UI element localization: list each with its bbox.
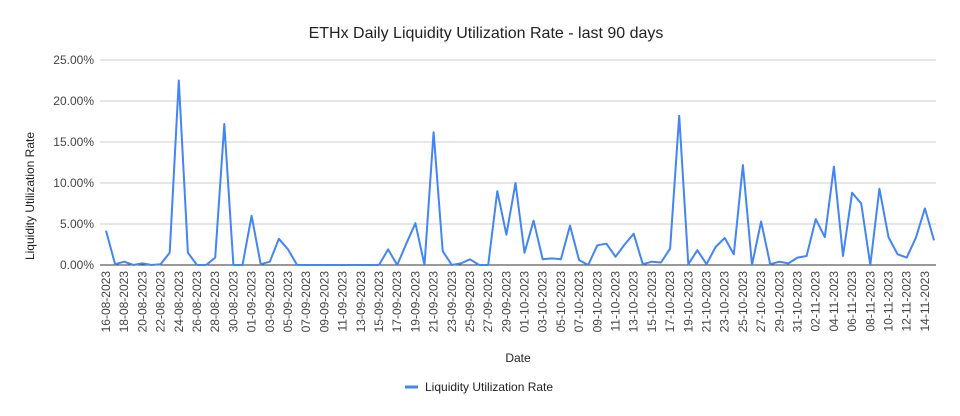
y-tick-label: 10.00% [53, 176, 94, 190]
x-tick-label: 01-09-2023 [245, 271, 259, 333]
x-axis-ticks: 16-08-2023 18-08-2023 20-08-2023 22-08-2023… [99, 271, 932, 333]
x-tick-label: 13-10-2023 [627, 271, 641, 333]
x-tick-label: 28-08-2023 [208, 271, 222, 333]
x-tick-label: 01-10-2023 [518, 271, 532, 333]
y-tick-label: 25.00% [53, 53, 94, 67]
x-tick-label: 17-09-2023 [390, 271, 404, 333]
x-tick-label: 05-10-2023 [554, 271, 568, 333]
x-tick-label: 11-10-2023 [609, 271, 623, 332]
x-tick-label: 10-11-2023 [882, 271, 896, 332]
x-tick-label: 23-10-2023 [718, 271, 732, 333]
x-tick-label: 25-10-2023 [736, 271, 750, 333]
y-tick-label: 0.00% [60, 258, 94, 272]
x-tick-label: 15-09-2023 [372, 271, 386, 333]
x-tick-label: 09-09-2023 [317, 271, 331, 333]
x-tick-label: 04-11-2023 [827, 271, 841, 332]
series-line [105, 79, 935, 266]
x-tick-label: 27-09-2023 [481, 271, 495, 333]
x-tick-label: 05-09-2023 [281, 271, 295, 333]
x-tick-label: 29-10-2023 [772, 271, 786, 333]
x-tick-label: 18-08-2023 [117, 271, 131, 333]
series-group [105, 79, 935, 266]
x-tick-label: 03-09-2023 [263, 271, 277, 333]
x-tick-label: 27-10-2023 [754, 271, 768, 333]
x-tick-label: 20-08-2023 [135, 271, 149, 333]
y-axis-ticks: 0.00% 5.00% 10.00% 15.00% 20.00% 25.00% [53, 53, 94, 272]
legend-label: Liquidity Utilization Rate [425, 380, 553, 394]
x-tick-label: 06-11-2023 [845, 271, 859, 332]
x-tick-label: 13-09-2023 [354, 271, 368, 333]
x-tick-label: 22-08-2023 [154, 271, 168, 333]
x-tick-label: 29-09-2023 [499, 271, 513, 333]
x-tick-label: 14-11-2023 [918, 271, 932, 332]
legend[interactable]: Liquidity Utilization Rate [405, 380, 553, 394]
x-tick-label: 31-10-2023 [791, 271, 805, 333]
y-axis-title: Liquidity Utilization Rate [23, 132, 37, 260]
y-tick-label: 5.00% [60, 217, 94, 231]
chart-title: ETHx Daily Liquidity Utilization Rate - … [309, 25, 664, 42]
x-tick-label: 02-11-2023 [809, 271, 823, 332]
x-tick-label: 09-10-2023 [590, 271, 604, 333]
x-tick-label: 17-10-2023 [663, 271, 677, 333]
x-tick-label: 21-10-2023 [700, 271, 714, 333]
x-tick-label: 19-10-2023 [681, 271, 695, 333]
x-tick-label: 21-09-2023 [427, 271, 441, 333]
x-tick-label: 30-08-2023 [226, 271, 240, 333]
y-tick-label: 20.00% [53, 94, 94, 108]
x-tick-label: 11-09-2023 [336, 271, 350, 332]
y-tick-label: 15.00% [53, 135, 94, 149]
x-tick-label: 16-08-2023 [99, 271, 113, 333]
x-tick-label: 25-09-2023 [463, 271, 477, 333]
x-tick-label: 15-10-2023 [645, 271, 659, 333]
x-tick-label: 26-08-2023 [190, 271, 204, 333]
x-tick-label: 23-09-2023 [445, 271, 459, 333]
x-tick-label: 03-10-2023 [536, 271, 550, 333]
x-axis-title: Date [505, 351, 531, 365]
gridlines [100, 59, 936, 266]
x-tick-label: 07-09-2023 [299, 271, 313, 333]
x-tick-label: 08-11-2023 [863, 271, 877, 332]
x-tick-label: 19-09-2023 [408, 271, 422, 333]
x-tick-label: 24-08-2023 [172, 271, 186, 333]
x-tick-label: 12-11-2023 [900, 271, 914, 332]
x-tick-label: 07-10-2023 [572, 271, 586, 333]
